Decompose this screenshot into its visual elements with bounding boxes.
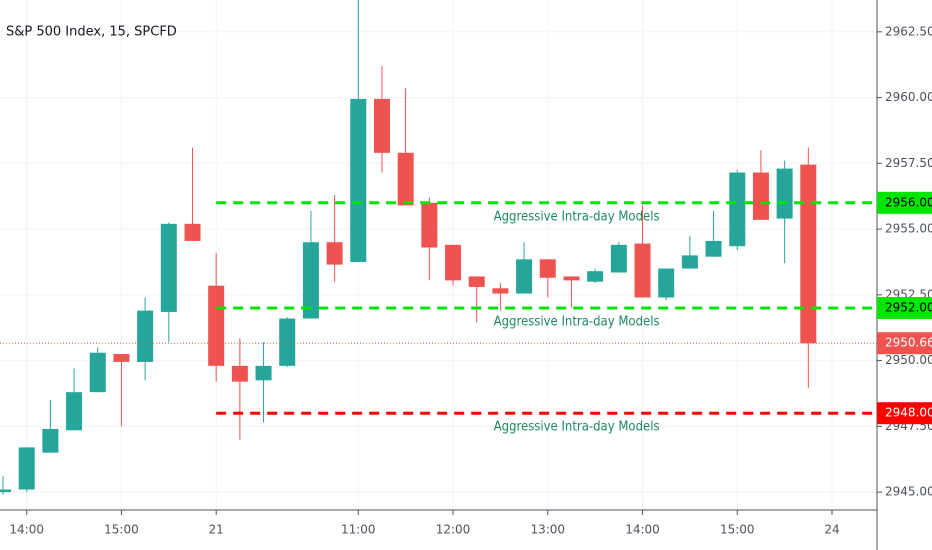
y-tick-label: 2962.50 [885, 24, 932, 38]
candle-body [729, 172, 746, 247]
candle-body [563, 276, 580, 281]
candle-body [421, 202, 438, 248]
candle-body [160, 223, 177, 312]
price-badge-label: 2950.66 [885, 336, 932, 350]
candle-body [18, 447, 35, 490]
price-badge [877, 191, 932, 214]
candle-body [255, 365, 272, 381]
price-badge [877, 296, 932, 319]
candle-body [66, 392, 83, 431]
candle-body [658, 268, 675, 298]
candle-body [137, 310, 154, 362]
marks [0, 0, 817, 495]
overlay: Aggressive Intra-day Models Aggressive In… [0, 201, 877, 435]
candle-body [279, 318, 296, 366]
x-tick-label: 14:00 [625, 523, 660, 537]
axes: 2945.002947.502950.002952.502955.002957.… [9, 24, 932, 537]
candle-body [705, 240, 722, 257]
level-annotation: Aggressive Intra-day Models [494, 420, 660, 435]
candle-body [89, 352, 106, 393]
candle-body [468, 276, 485, 287]
chart-title: S&P 500 Index, 15, SPCFD [6, 25, 177, 40]
candle-body [326, 242, 343, 265]
price-badge-label: 2948.00 [885, 406, 932, 420]
candle-body [0, 489, 12, 493]
candle-body [681, 255, 698, 269]
candle-body [800, 164, 817, 344]
candle-body [302, 242, 319, 319]
price-badge-label: 2956.00 [885, 195, 932, 209]
level-annotation: Aggressive Intra-day Models [494, 314, 660, 329]
candle-body [610, 244, 627, 273]
candle-body [42, 428, 59, 453]
x-tick-label: 11:00 [341, 523, 376, 537]
candle-body [373, 98, 390, 153]
candle-body [350, 98, 367, 262]
candle-body [776, 168, 793, 219]
x-tick-label: 15:00 [104, 523, 139, 537]
x-tick-label: 21 [209, 523, 224, 537]
candle-body [752, 172, 769, 220]
y-tick-label: 2950.00 [885, 353, 932, 367]
candle-body [445, 244, 462, 281]
y-tick-label: 2957.50 [885, 156, 932, 170]
x-tick-label: 15:00 [720, 523, 755, 537]
candle-body [634, 243, 651, 298]
candle-body [492, 288, 509, 294]
y-tick-label: 2960.00 [885, 90, 932, 104]
y-tick-label: 2955.00 [885, 222, 932, 236]
candle-body [184, 223, 201, 241]
candle-body [516, 259, 533, 294]
candle-body [231, 365, 248, 382]
candle-body [208, 285, 225, 366]
level-annotation: Aggressive Intra-day Models [494, 209, 660, 224]
x-tick-label: 24 [824, 523, 839, 537]
x-tick-label: 13:00 [530, 523, 565, 537]
price-badge-label: 2952.00 [885, 300, 932, 314]
candle-body [397, 152, 414, 206]
x-tick-label: 12:00 [436, 523, 471, 537]
y-tick-label: 2945.00 [885, 485, 932, 499]
x-tick-label: 14:00 [9, 523, 44, 537]
candle-body [113, 354, 130, 362]
price-badge [877, 402, 932, 425]
price-badge [877, 332, 932, 355]
candle-body [587, 271, 604, 282]
candle-body [539, 259, 556, 278]
